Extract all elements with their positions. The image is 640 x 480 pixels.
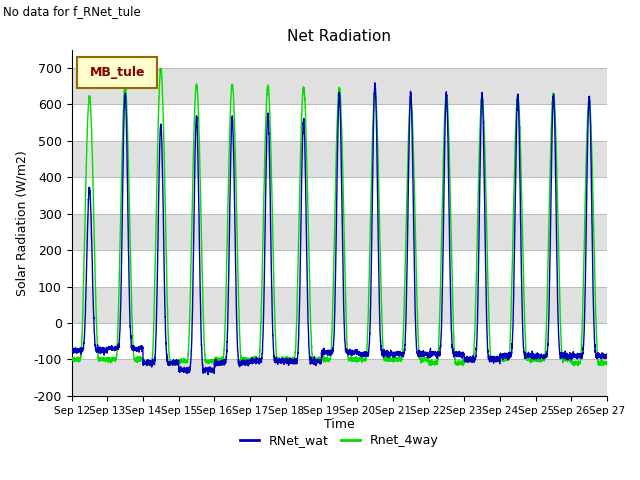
- RNet_wat: [68, 347, 76, 352]
- Rnet_4way: [460, 360, 467, 366]
- Rnet_4way: [603, 361, 611, 367]
- RNet_wat: [603, 351, 611, 357]
- Rnet_4way: [164, 325, 172, 331]
- Bar: [72, 68, 607, 104]
- Bar: [72, 141, 607, 177]
- Y-axis label: Solar Radiation (W/m2): Solar Radiation (W/m2): [15, 150, 28, 296]
- Bar: [72, 214, 607, 250]
- FancyBboxPatch shape: [77, 57, 157, 88]
- Legend: RNet_wat, Rnet_4way: RNet_wat, Rnet_4way: [235, 429, 444, 452]
- Text: No data for f_RNet_tule: No data for f_RNet_tule: [3, 5, 141, 18]
- Rnet_4way: [599, 363, 607, 369]
- Rnet_4way: [603, 361, 611, 367]
- Text: MB_tule: MB_tule: [90, 66, 145, 79]
- Rnet_4way: [68, 357, 76, 362]
- Rnet_4way: [157, 65, 164, 71]
- Rnet_4way: [429, 360, 437, 365]
- RNet_wat: [164, 361, 172, 367]
- RNet_wat: [204, 372, 212, 377]
- RNet_wat: [603, 353, 611, 359]
- Line: RNet_wat: RNet_wat: [72, 83, 607, 374]
- RNet_wat: [371, 80, 379, 86]
- Rnet_4way: [490, 355, 497, 360]
- RNet_wat: [460, 352, 467, 358]
- Rnet_4way: [319, 354, 327, 360]
- Line: Rnet_4way: Rnet_4way: [72, 68, 607, 366]
- RNet_wat: [319, 348, 327, 354]
- RNet_wat: [490, 360, 497, 366]
- Title: Net Radiation: Net Radiation: [287, 29, 391, 44]
- RNet_wat: [430, 350, 438, 356]
- X-axis label: Time: Time: [324, 419, 355, 432]
- Bar: [72, 360, 607, 396]
- Bar: [72, 287, 607, 323]
